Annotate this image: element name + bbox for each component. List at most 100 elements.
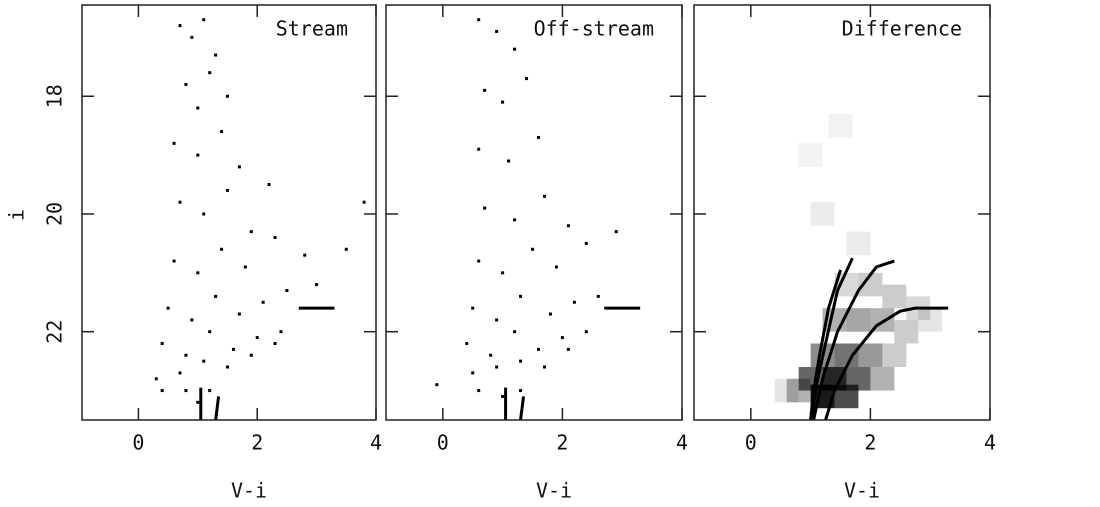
star-point: [226, 188, 230, 192]
star-point: [249, 230, 253, 234]
star-point: [477, 18, 481, 22]
star-point: [279, 330, 283, 334]
plot-frame: [385, 4, 683, 421]
x-tick-label: 0: [132, 431, 144, 455]
density-cell: [846, 231, 871, 256]
star-point: [237, 312, 241, 316]
star-point: [477, 147, 481, 151]
star-point: [315, 283, 319, 287]
star-point: [477, 259, 481, 263]
star-point: [220, 130, 224, 134]
star-point: [344, 247, 348, 251]
star-point: [465, 341, 469, 345]
star-point: [572, 300, 576, 304]
star-point: [172, 259, 176, 263]
star-point: [501, 394, 505, 398]
x-tick-label: 4: [984, 431, 996, 455]
star-point: [435, 383, 439, 387]
density-cell: [834, 343, 859, 368]
x-axis-label: V-i: [844, 479, 880, 503]
density-cell: [846, 308, 871, 332]
star-point: [519, 294, 523, 298]
star-point: [507, 159, 511, 163]
star-point: [243, 265, 247, 269]
star-point: [214, 294, 218, 298]
star-point: [554, 265, 558, 269]
density-cell: [798, 143, 823, 167]
star-point: [285, 288, 289, 292]
star-point: [178, 371, 182, 375]
panel-title: Difference: [842, 17, 962, 41]
star-point: [542, 194, 546, 198]
star-point: [303, 253, 307, 257]
y-tick-label: 18: [43, 84, 67, 108]
density-cell: [858, 343, 883, 368]
star-point: [477, 389, 481, 393]
star-point: [584, 241, 588, 245]
star-point: [513, 330, 517, 334]
star-point: [184, 353, 188, 357]
star-point: [362, 200, 366, 204]
star-point: [273, 236, 277, 240]
x-tick-label: 0: [745, 431, 757, 455]
star-point: [184, 389, 188, 393]
star-point: [525, 77, 529, 81]
x-axis-label: V-i: [536, 479, 572, 503]
density-cell: [834, 272, 859, 297]
star-point: [237, 165, 241, 169]
star-point: [154, 377, 158, 381]
star-point: [273, 341, 277, 345]
star-point: [226, 94, 230, 98]
star-point: [536, 347, 540, 351]
star-point: [495, 318, 499, 322]
density-cell: [774, 378, 799, 403]
x-tick-label: 2: [864, 431, 876, 455]
star-point: [178, 200, 182, 204]
plot-frame: [81, 4, 377, 421]
star-point: [548, 312, 552, 316]
star-point: [208, 71, 212, 75]
star-point: [196, 400, 200, 404]
panel-title: Stream: [276, 17, 348, 41]
isochrone: [824, 306, 949, 420]
star-point: [226, 365, 230, 369]
star-point: [483, 88, 487, 92]
y-tick-label: 20: [43, 202, 67, 226]
star-point: [495, 365, 499, 369]
star-point: [495, 29, 499, 33]
star-point: [519, 359, 523, 363]
star-point: [184, 82, 188, 86]
star-point: [519, 389, 523, 393]
star-point: [471, 306, 475, 310]
star-point: [178, 24, 182, 28]
star-point: [190, 318, 194, 322]
plot-frame: [693, 4, 991, 421]
star-point: [208, 330, 212, 334]
star-point: [584, 330, 588, 334]
star-point: [202, 212, 206, 216]
star-point: [531, 247, 535, 251]
star-point: [172, 141, 176, 145]
isochrone: [812, 259, 895, 420]
star-point: [202, 18, 206, 22]
panel-title: Off-stream: [534, 17, 654, 41]
isochrone: [214, 396, 221, 420]
density-cell: [918, 308, 943, 332]
x-tick-label: 2: [251, 431, 263, 455]
isochrone: [519, 396, 526, 420]
star-point: [196, 153, 200, 157]
x-tick-label: 2: [556, 431, 568, 455]
star-point: [214, 53, 218, 57]
star-point: [542, 365, 546, 369]
density-cell: [828, 113, 853, 138]
star-point: [513, 218, 517, 222]
density-cell: [882, 284, 907, 309]
star-point: [231, 347, 235, 351]
star-point: [202, 359, 206, 363]
star-point: [190, 35, 194, 39]
star-point: [261, 300, 265, 304]
star-point: [196, 271, 200, 275]
star-point: [160, 389, 164, 393]
density-cell: [882, 343, 907, 368]
